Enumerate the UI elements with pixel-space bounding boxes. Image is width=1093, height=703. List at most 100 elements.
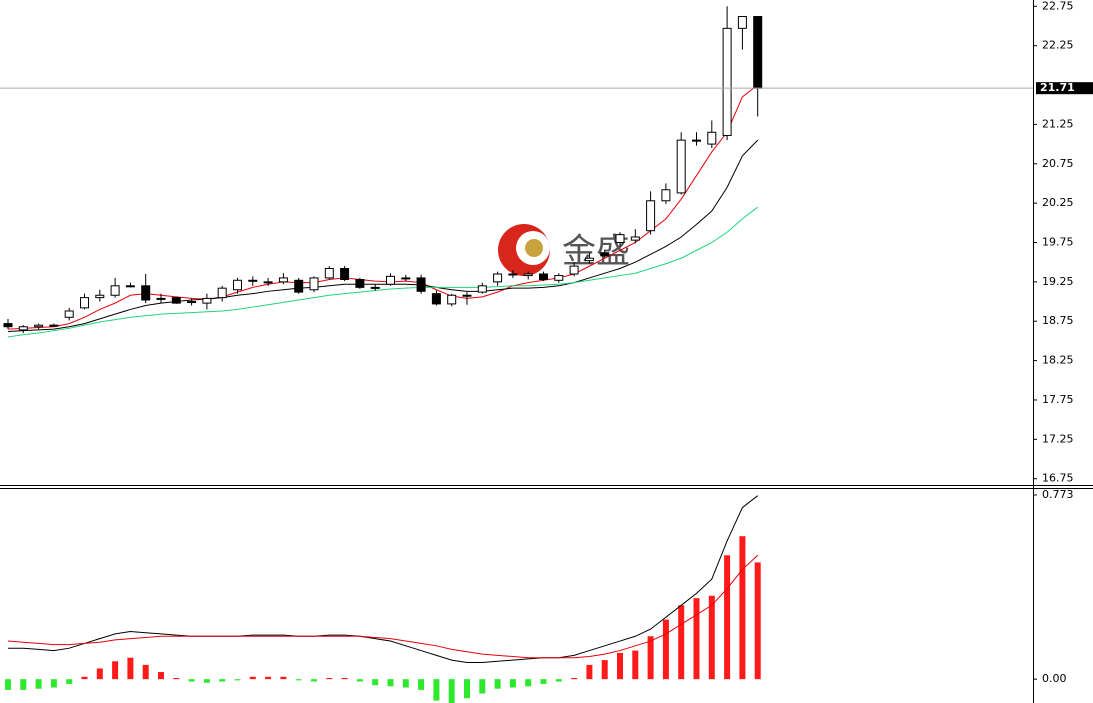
- y-tick-label: 16.75: [1042, 472, 1074, 485]
- moving-average-line: [7, 139, 759, 332]
- histogram-bar: [632, 650, 639, 680]
- candle-body: [141, 285, 151, 301]
- y-tick-label: 18.75: [1042, 314, 1074, 327]
- histogram-bar: [402, 679, 409, 688]
- candle-body: [248, 279, 258, 282]
- histogram-bar: [448, 679, 455, 703]
- histogram-bar: [280, 676, 287, 680]
- histogram-bar: [142, 664, 149, 680]
- histogram-bar: [724, 555, 731, 680]
- candle-body: [416, 277, 426, 292]
- histogram-bar: [555, 679, 562, 682]
- histogram-bar: [387, 679, 394, 687]
- candle-body: [324, 267, 334, 279]
- histogram-bar: [341, 677, 348, 680]
- histogram-bar: [81, 676, 88, 680]
- histogram-bar: [464, 679, 470, 699]
- histogram-bar: [617, 652, 623, 680]
- histogram-bar: [647, 636, 654, 680]
- y-tick-label: 20.25: [1042, 196, 1074, 209]
- candle-body: [477, 285, 487, 293]
- histogram-bar: [311, 679, 317, 682]
- candle-body: [600, 252, 610, 257]
- candle-body: [676, 139, 686, 194]
- candle-body: [386, 275, 395, 285]
- y-tick-label: 19.75: [1042, 236, 1074, 249]
- candle-body: [630, 236, 640, 241]
- candle-body: [340, 267, 350, 281]
- candle-body: [263, 281, 273, 284]
- candle-body: [34, 324, 44, 328]
- histogram-bar: [173, 677, 180, 680]
- histogram-bar: [295, 679, 302, 681]
- y-tick-label: 22.25: [1042, 39, 1074, 52]
- histogram-bar: [678, 605, 685, 680]
- histogram-bar: [35, 679, 42, 689]
- candle-body: [554, 275, 564, 281]
- candle-body: [355, 279, 365, 288]
- histogram-bar: [112, 661, 119, 680]
- histogram-bar: [433, 679, 440, 701]
- y-tick-label: 17.25: [1042, 432, 1074, 445]
- candle-body: [523, 273, 533, 277]
- candle-body: [584, 257, 594, 262]
- histogram-bar: [188, 679, 195, 682]
- candle-body: [171, 297, 181, 304]
- histogram-bar: [219, 679, 226, 682]
- y-tick-label: 0.00: [1042, 672, 1067, 685]
- candle-body: [431, 293, 441, 305]
- histogram-bar: [739, 536, 746, 680]
- candle-body: [615, 234, 625, 243]
- histogram-bar: [326, 677, 333, 680]
- y-tick-label: 0.773: [1042, 488, 1074, 501]
- y-tick-label: 18.25: [1042, 354, 1074, 367]
- moving-average-line: [7, 206, 759, 338]
- candle-body: [569, 265, 579, 275]
- macd-line: [8, 495, 759, 663]
- histogram-bar: [693, 598, 700, 680]
- candle-body: [737, 16, 747, 29]
- histogram-bar: [586, 664, 593, 680]
- macd-line: [7, 554, 759, 659]
- histogram-bar: [754, 562, 761, 680]
- candle-body: [722, 27, 732, 136]
- candle-body: [202, 297, 212, 304]
- histogram-bar: [265, 676, 272, 680]
- current-price-box: [1036, 82, 1093, 95]
- candle-body: [95, 294, 105, 299]
- y-tick-label: 21.25: [1042, 117, 1074, 130]
- candle-body: [64, 310, 74, 318]
- candle-body: [3, 323, 13, 328]
- y-tick-label: 17.75: [1042, 393, 1074, 406]
- candle-body: [508, 273, 518, 276]
- histogram-bar: [158, 672, 164, 680]
- histogram-bar: [66, 679, 73, 684]
- y-tick-label: 20.75: [1042, 157, 1074, 170]
- candle-body: [447, 294, 457, 305]
- histogram-bar: [50, 679, 57, 688]
- candle-body: [462, 294, 472, 297]
- histogram-bar: [509, 679, 516, 688]
- candle-body: [156, 297, 166, 300]
- current-price-label: 21.71: [1040, 81, 1075, 94]
- histogram-bar: [571, 677, 578, 680]
- candle-body: [49, 324, 59, 327]
- histogram-bar: [525, 679, 532, 687]
- candle-body: [125, 285, 135, 288]
- candle-body: [233, 279, 242, 291]
- histogram-bar: [5, 679, 11, 690]
- histogram-bar: [540, 679, 547, 684]
- candle-body: [217, 287, 227, 299]
- candle-body: [309, 277, 319, 291]
- histogram-bar: [372, 679, 379, 686]
- candle-body: [278, 277, 288, 283]
- histogram-bar: [127, 657, 134, 680]
- candle-body: [692, 139, 701, 142]
- candle-body: [661, 189, 671, 202]
- candle-body: [646, 200, 656, 232]
- y-tick-label: 22.75: [1042, 0, 1074, 12]
- histogram-bar: [20, 679, 27, 690]
- candle-body: [80, 297, 89, 309]
- histogram-bar: [601, 660, 608, 680]
- histogram-bar: [356, 679, 363, 682]
